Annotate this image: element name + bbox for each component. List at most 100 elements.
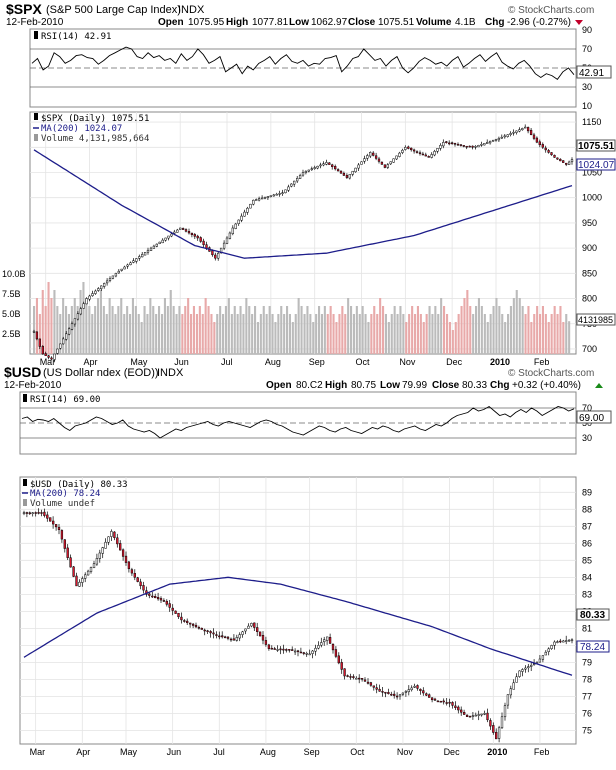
candle-body [263, 196, 267, 199]
candle-body [293, 650, 297, 653]
usd-subtitle: (US Dollar ndex (EOD)) [43, 367, 159, 379]
candle-body [130, 569, 134, 574]
spx-ma200-line [33, 149, 573, 259]
candle-body [453, 143, 457, 145]
volume-bar [384, 314, 387, 354]
volume-bar [556, 314, 559, 354]
candle-body [279, 648, 282, 651]
candle-body [200, 627, 203, 630]
candle-body [76, 313, 80, 320]
candle-body [290, 183, 293, 187]
volume-bar [41, 290, 44, 354]
candle-body [314, 647, 317, 652]
volume-bar [236, 314, 239, 354]
volume-bar [498, 306, 501, 354]
candle-body [439, 145, 442, 149]
candle-body [317, 645, 320, 649]
x-tick-label: 2010 [490, 357, 510, 367]
candle-body [489, 720, 492, 727]
candle-body [98, 552, 101, 559]
candle-body [43, 511, 46, 516]
candle-body [456, 143, 460, 146]
candle-body [54, 524, 58, 528]
volume-bar [85, 298, 88, 354]
candle-body [193, 234, 196, 237]
candle-body [468, 145, 471, 148]
usd-rsi-label: RSI(14) 69.00 [30, 395, 100, 405]
volume-bar [492, 306, 495, 354]
candle-body [398, 152, 401, 157]
candle-body [278, 193, 281, 195]
volume-bar [94, 306, 97, 354]
spx-exchange: INDX [178, 4, 205, 16]
volume-bar [88, 306, 91, 354]
candle-body [378, 688, 381, 692]
volume-bar [117, 306, 120, 354]
price-tick-label: 83 [582, 589, 592, 599]
volume-bar [393, 306, 396, 354]
candle-body [404, 147, 407, 150]
price-tick-label: 950 [582, 218, 597, 228]
candle-body [342, 172, 346, 176]
volume-bar [99, 290, 102, 354]
candle-body [366, 155, 369, 159]
candle-body [497, 727, 501, 739]
x-tick-label: Nov [399, 357, 416, 367]
volume-bar [483, 314, 486, 354]
spx-close-label: Close [348, 17, 376, 28]
volume-bar [562, 322, 565, 354]
candle-body [65, 333, 68, 340]
candle-body [269, 195, 272, 197]
volume-bar [143, 306, 146, 354]
candle-body [121, 549, 125, 557]
candle-body [67, 328, 71, 335]
candle-body [226, 636, 230, 639]
candle-body [483, 713, 486, 715]
spx-ma-tag-box [576, 158, 616, 171]
candle-body [377, 158, 381, 162]
candle-body [340, 662, 343, 670]
x-tick-label: Oct [350, 747, 365, 757]
candle-body [252, 199, 255, 205]
candle-body [266, 196, 270, 199]
volume-bar [204, 298, 207, 354]
volume-bar [539, 314, 542, 354]
candle-body [541, 655, 545, 660]
candle-body [488, 140, 492, 144]
candle-body [445, 702, 448, 704]
x-tick-label: May [130, 357, 148, 367]
candle-body [46, 514, 49, 519]
candle-body [174, 610, 177, 614]
x-tick-label: Mar [40, 357, 56, 367]
candle-body [395, 695, 399, 698]
candle-body [89, 567, 93, 572]
price-tick-label: 1000 [582, 193, 602, 203]
volume-bar [312, 322, 315, 354]
candle-body [348, 174, 351, 179]
candle-body [100, 285, 103, 290]
spx-subtitle: (S&P 500 Large Cap Index) [46, 4, 181, 16]
candle-body [256, 627, 259, 632]
candle-body [336, 169, 340, 172]
candle-body [471, 715, 475, 717]
spx-date: 12-Feb-2010 [6, 17, 64, 28]
x-tick-label: Nov [397, 747, 414, 757]
candle-body [372, 152, 375, 156]
volume-bar [123, 314, 126, 354]
price-tick-label: 85 [582, 555, 592, 565]
usd-chg-label: Chg [490, 380, 509, 391]
x-tick-label: Jul [213, 747, 225, 757]
volume-bar [486, 322, 489, 354]
candle-body [275, 193, 278, 196]
volume-bar [140, 322, 143, 354]
volume-bar [277, 314, 280, 354]
candle-body [374, 155, 378, 159]
candle-body [170, 233, 173, 237]
candle-body [225, 237, 229, 244]
volume-bar [274, 322, 277, 354]
volume-bar [544, 314, 547, 354]
candle-body [222, 242, 226, 249]
candle-body [237, 219, 240, 224]
candle-body [104, 541, 107, 549]
volume-bar [111, 306, 114, 354]
